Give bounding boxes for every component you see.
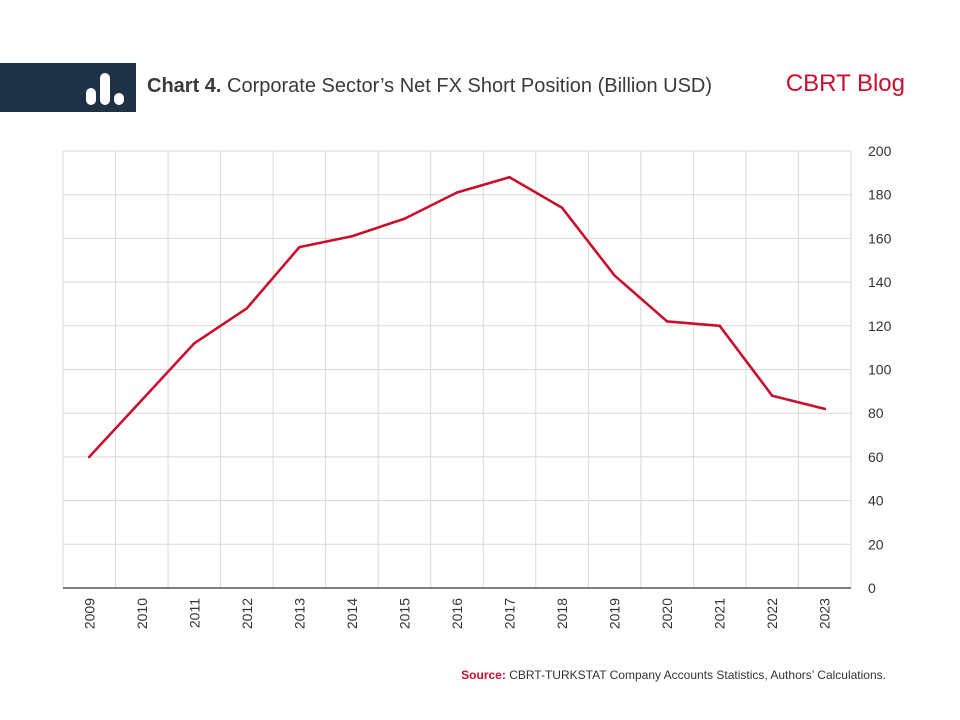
y-tick-label: 20 [868, 536, 884, 552]
y-tick-label: 80 [868, 405, 884, 421]
x-tick-label: 2017 [502, 598, 518, 629]
y-tick-label: 160 [868, 230, 892, 246]
x-tick-label: 2012 [239, 598, 255, 629]
data-point [193, 341, 196, 345]
x-tick-label: 2019 [607, 598, 623, 629]
source-note: Source: CBRT-TURKSTAT Company Accounts S… [461, 668, 886, 682]
data-point [770, 394, 774, 398]
data-point [560, 206, 564, 210]
data-point [298, 245, 301, 249]
chart-title-text: Corporate Sector’s Net FX Short Position… [227, 75, 713, 97]
data-point [455, 191, 459, 194]
x-tick-label: 2022 [764, 598, 780, 629]
x-tick-label: 2011 [186, 598, 202, 628]
x-tick-label: 2016 [449, 598, 465, 629]
x-tick-label: 2021 [712, 598, 728, 629]
data-point [87, 455, 91, 459]
series-layer [87, 175, 827, 459]
data-point [823, 407, 827, 411]
x-tick-label: 2018 [554, 598, 570, 629]
y-tick-label: 40 [868, 493, 884, 509]
brand-label: CBRT Blog [785, 70, 905, 97]
bar-chart-icon [86, 73, 124, 105]
y-tick-label: 200 [868, 143, 892, 159]
data-point [718, 324, 721, 328]
data-point [613, 274, 616, 277]
chart-title-number: Chart 4. [147, 75, 222, 97]
x-tick-label: 2015 [396, 598, 412, 629]
x-tick-label: 2009 [81, 598, 97, 629]
x-tick-label: 2023 [817, 598, 833, 629]
y-tick-label: 100 [868, 362, 892, 378]
source-label: Source: [461, 668, 506, 682]
y-axis-ticks: 0 20 40 60 80 100 120 140 160 180 200 [868, 143, 892, 596]
x-tick-label: 2020 [659, 598, 675, 629]
x-tick-label: 2010 [134, 598, 150, 629]
source-text: CBRT-TURKSTAT Company Accounts Statistic… [509, 668, 886, 682]
y-tick-label: 60 [868, 449, 884, 465]
header-band [0, 63, 136, 112]
data-point [245, 307, 249, 310]
series-line [87, 175, 827, 459]
grid-lines [62, 150, 852, 589]
data-point [350, 234, 354, 238]
x-tick-label: 2014 [344, 598, 360, 629]
data-point [403, 217, 406, 221]
chart-title: Chart 4. Corporate Sector’s Net FX Short… [147, 75, 712, 98]
y-tick-label: 140 [868, 274, 892, 290]
y-tick-label: 180 [868, 187, 892, 203]
data-point [508, 175, 511, 179]
x-axis-ticks: 2009 2010 2011 2012 2013 2014 2015 2016 2017 2018… [81, 598, 832, 629]
data-point [665, 320, 669, 323]
x-tick-label: 2013 [291, 598, 307, 629]
y-tick-label: 0 [868, 580, 876, 596]
y-tick-label: 120 [868, 318, 892, 334]
data-point [140, 398, 144, 402]
